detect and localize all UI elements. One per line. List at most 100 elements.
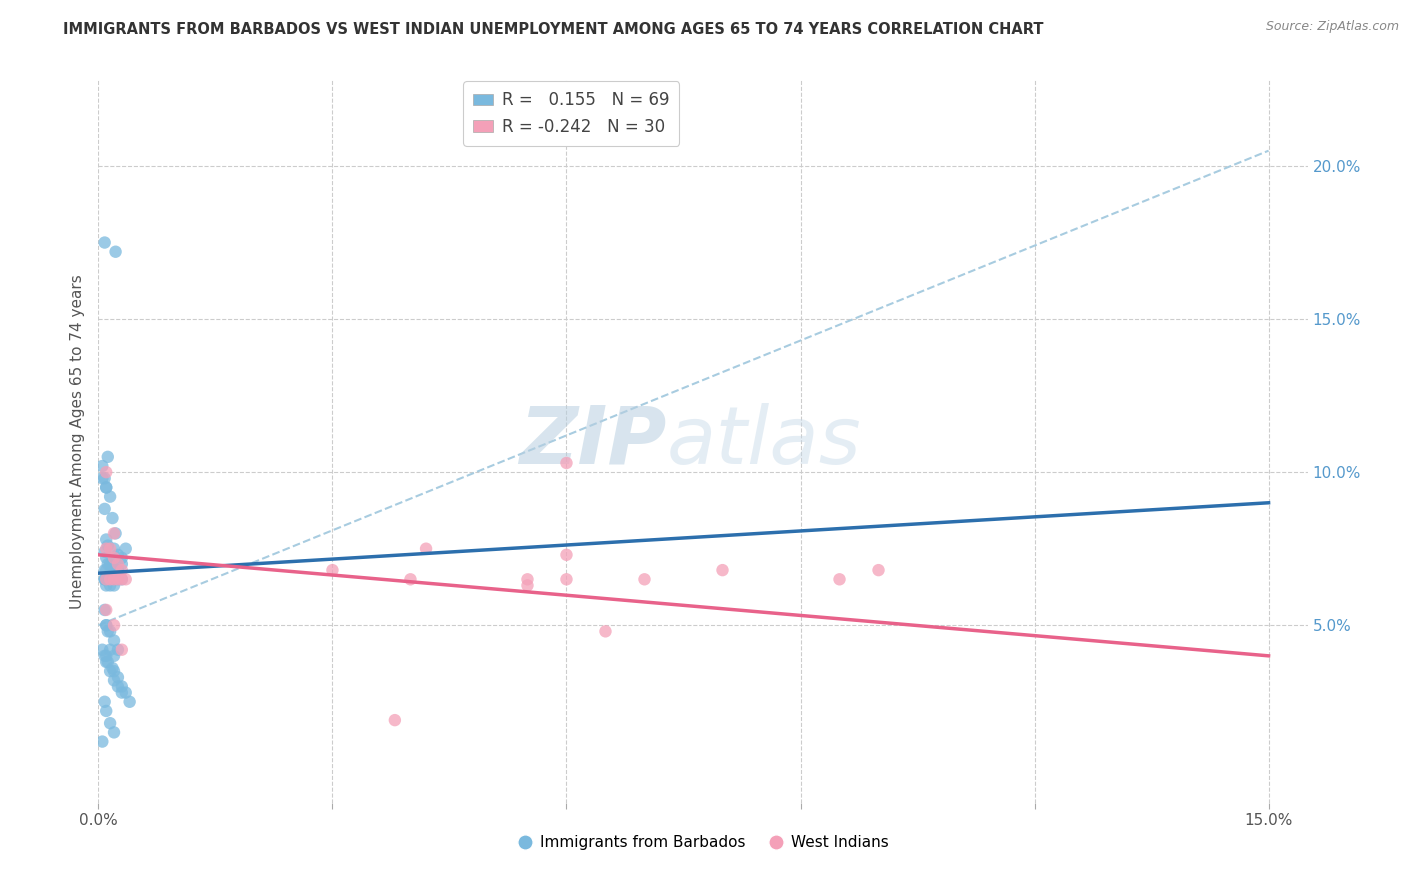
Point — [107, 548, 129, 562]
Point — [98, 541, 121, 556]
Point — [93, 545, 115, 559]
Point — [93, 695, 115, 709]
Point — [107, 670, 129, 684]
Point — [98, 578, 121, 592]
Point — [97, 624, 120, 639]
Point — [93, 572, 115, 586]
Point — [555, 548, 578, 562]
Point — [103, 572, 125, 586]
Point — [96, 572, 118, 586]
Point — [111, 642, 134, 657]
Point — [96, 480, 118, 494]
Point — [98, 566, 121, 581]
Point — [868, 563, 890, 577]
Point — [111, 563, 134, 577]
Point — [96, 655, 118, 669]
Point — [91, 734, 114, 748]
Legend: Immigrants from Barbados, West Indians: Immigrants from Barbados, West Indians — [510, 830, 896, 856]
Point — [103, 526, 125, 541]
Point — [96, 603, 118, 617]
Point — [98, 624, 121, 639]
Text: IMMIGRANTS FROM BARBADOS VS WEST INDIAN UNEMPLOYMENT AMONG AGES 65 TO 74 YEARS C: IMMIGRANTS FROM BARBADOS VS WEST INDIAN … — [63, 22, 1043, 37]
Text: Source: ZipAtlas.com: Source: ZipAtlas.com — [1265, 20, 1399, 33]
Point — [93, 603, 115, 617]
Point — [111, 557, 134, 571]
Point — [828, 572, 851, 586]
Point — [516, 572, 538, 586]
Point — [415, 541, 437, 556]
Point — [103, 550, 125, 565]
Point — [96, 618, 118, 632]
Point — [98, 557, 121, 571]
Point — [107, 572, 129, 586]
Point — [107, 572, 129, 586]
Point — [97, 655, 120, 669]
Point — [555, 456, 578, 470]
Point — [96, 572, 118, 586]
Point — [118, 695, 141, 709]
Point — [96, 465, 118, 479]
Point — [96, 618, 118, 632]
Point — [97, 450, 120, 464]
Point — [107, 680, 129, 694]
Point — [91, 471, 114, 485]
Point — [96, 550, 118, 565]
Point — [103, 633, 125, 648]
Point — [103, 618, 125, 632]
Point — [103, 664, 125, 678]
Point — [96, 541, 118, 556]
Point — [98, 716, 121, 731]
Point — [96, 648, 118, 663]
Point — [399, 572, 422, 586]
Point — [98, 572, 121, 586]
Point — [516, 578, 538, 592]
Point — [711, 563, 734, 577]
Point — [93, 572, 115, 586]
Point — [96, 480, 118, 494]
Point — [104, 526, 127, 541]
Point — [98, 572, 121, 586]
Point — [91, 642, 114, 657]
Point — [98, 490, 121, 504]
Point — [111, 572, 134, 586]
Point — [91, 458, 114, 473]
Point — [93, 471, 115, 485]
Point — [101, 557, 124, 571]
Point — [384, 713, 406, 727]
Point — [103, 648, 125, 663]
Point — [595, 624, 617, 639]
Point — [103, 563, 125, 577]
Point — [93, 563, 115, 577]
Text: atlas: atlas — [666, 402, 862, 481]
Point — [103, 572, 125, 586]
Point — [103, 725, 125, 739]
Point — [555, 572, 578, 586]
Point — [111, 680, 134, 694]
Point — [101, 511, 124, 525]
Point — [96, 704, 118, 718]
Point — [103, 673, 125, 688]
Point — [104, 244, 127, 259]
Point — [96, 533, 118, 547]
Point — [103, 578, 125, 592]
Point — [93, 648, 115, 663]
Point — [111, 685, 134, 699]
Point — [93, 235, 115, 250]
Point — [98, 642, 121, 657]
Point — [97, 557, 120, 571]
Point — [321, 563, 343, 577]
Point — [98, 664, 121, 678]
Point — [114, 685, 136, 699]
Point — [101, 661, 124, 675]
Point — [97, 572, 120, 586]
Point — [97, 539, 120, 553]
Point — [107, 563, 129, 577]
Point — [114, 541, 136, 556]
Point — [114, 572, 136, 586]
Point — [111, 572, 134, 586]
Point — [96, 563, 118, 577]
Point — [633, 572, 655, 586]
Point — [96, 578, 118, 592]
Point — [111, 550, 134, 565]
Point — [107, 557, 129, 571]
